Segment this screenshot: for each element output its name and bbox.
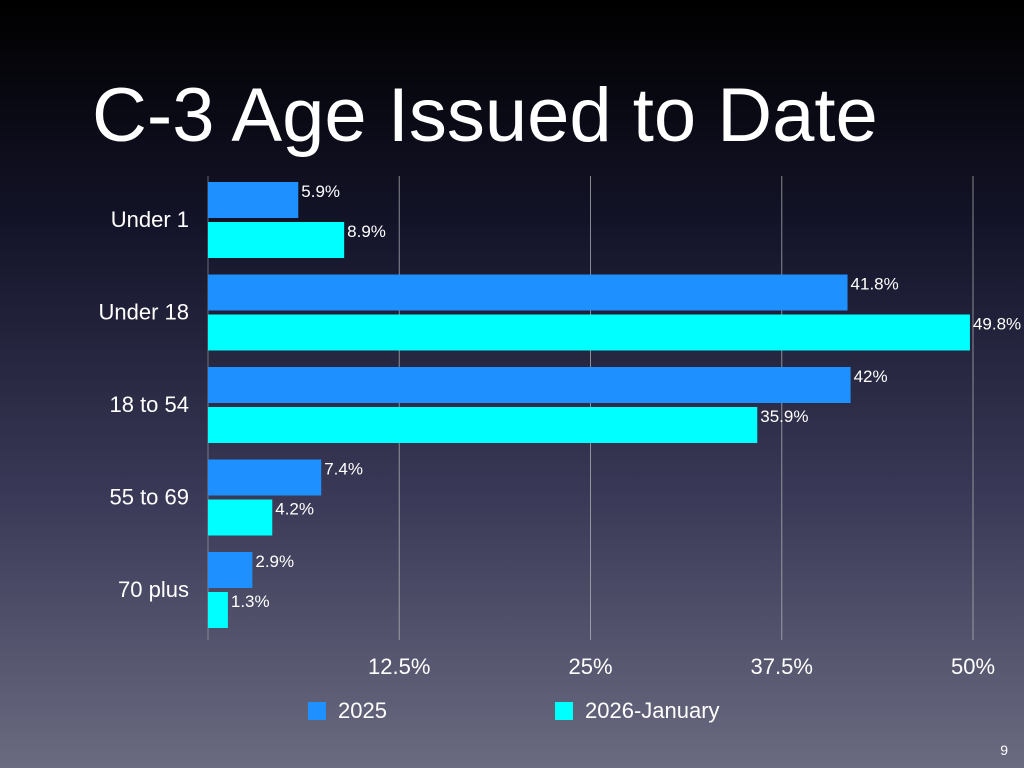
legend-label-2025: 2025	[338, 698, 387, 723]
value-label-2025-under-18: 41.8%	[851, 275, 899, 294]
value-label-2026-january-55-to-69: 4.2%	[275, 500, 314, 519]
x-tick-label-3: 50%	[951, 654, 995, 679]
bar-2025-under-18	[208, 274, 848, 311]
value-label-2026-january-under-1: 8.9%	[347, 222, 386, 241]
legend-item-2025: 2025	[308, 698, 387, 724]
x-tick-label-2: 37.5%	[751, 654, 813, 679]
legend-swatch-2026-january	[555, 702, 573, 720]
legend-item-2026-january: 2026-January	[555, 698, 720, 724]
bar-2025-70-plus	[208, 552, 253, 588]
legend-label-2026-january: 2026-January	[585, 698, 720, 723]
category-label-under-18: Under 18	[98, 300, 189, 325]
bar-2026-january-under-18	[208, 314, 970, 351]
value-label-2025-under-1: 5.9%	[301, 182, 340, 201]
x-tick-label-1: 25%	[568, 654, 612, 679]
bar-2025-18-to-54	[208, 367, 851, 403]
category-label-18-to-54: 18 to 54	[109, 392, 189, 417]
slide-title: C-3 Age Issued to Date	[92, 73, 878, 158]
value-label-2025-55-to-69: 7.4%	[324, 460, 363, 479]
x-tick-label-0: 12.5%	[368, 654, 430, 679]
value-label-2026-january-18-to-54: 35.9%	[760, 407, 808, 426]
bar-2026-january-55-to-69	[208, 499, 273, 536]
page-number: 9	[1000, 742, 1008, 758]
value-label-2025-70-plus: 2.9%	[255, 552, 294, 571]
bar-2025-55-to-69	[208, 459, 322, 496]
category-label-under-1: Under 1	[111, 207, 189, 232]
legend-swatch-2025	[308, 702, 326, 720]
value-label-2026-january-70-plus: 1.3%	[231, 592, 270, 611]
category-label-70-plus: 70 plus	[118, 577, 189, 602]
bar-2025-under-1	[208, 182, 299, 218]
bar-2026-january-18-to-54	[208, 407, 758, 443]
bar-2026-january-under-1	[208, 222, 345, 258]
value-label-2026-january-under-18: 49.8%	[973, 315, 1021, 334]
bar-2026-january-70-plus	[208, 592, 228, 628]
value-label-2025-18-to-54: 42%	[854, 367, 888, 386]
category-label-55-to-69: 55 to 69	[109, 485, 189, 510]
